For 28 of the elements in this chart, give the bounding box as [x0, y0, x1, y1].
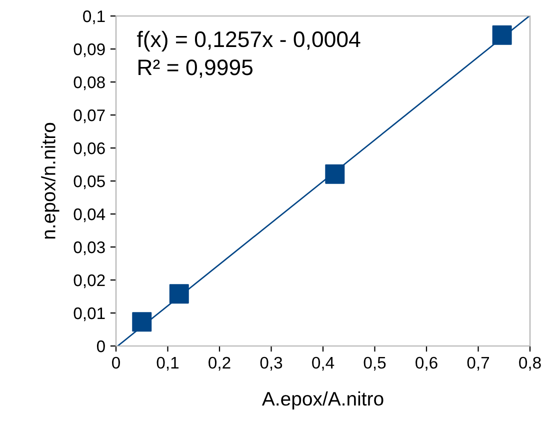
y-tick-label: 0,07 [74, 109, 105, 124]
y-tick-label: 0,08 [74, 76, 105, 90]
y-tick-label: 0,05 [74, 175, 105, 190]
x-tick-label: 0,7 [467, 356, 489, 371]
annotation: R² = 0,9995 [138, 59, 253, 78]
point [325, 164, 345, 184]
y-tick-label: 0,1 [83, 10, 105, 24]
y-tick-label: 0,04 [74, 208, 106, 222]
point [132, 312, 152, 332]
x-tick-label: 0,1 [156, 356, 179, 371]
x-tick-label: 0,8 [519, 356, 541, 371]
x-tick-label: 0,5 [364, 356, 386, 371]
y-axis-title: n.epox/n.nitro [41, 122, 60, 239]
y-tick-label: 0,03 [74, 241, 105, 256]
annotation: f(x) = 0,1257x - 0,0004 [137, 30, 360, 52]
x-tick-label: 0,4 [312, 356, 334, 371]
y-tick-label: 0 [96, 340, 105, 352]
x-tick-label: 0,2 [208, 356, 230, 371]
x-axis-title: A.epox/A.nitro [262, 391, 384, 410]
y-tick-label: 0,09 [74, 43, 105, 58]
y-tick-label: 0,02 [74, 274, 105, 288]
y-tick-label: 0,06 [74, 142, 105, 156]
point [492, 25, 512, 45]
x-tick-label: 0,6 [416, 356, 438, 371]
x-tick-label: 0 [112, 356, 120, 369]
x-tick-label: 0,3 [260, 356, 282, 371]
y-tick-label: 0,01 [74, 307, 105, 322]
point [169, 284, 189, 304]
